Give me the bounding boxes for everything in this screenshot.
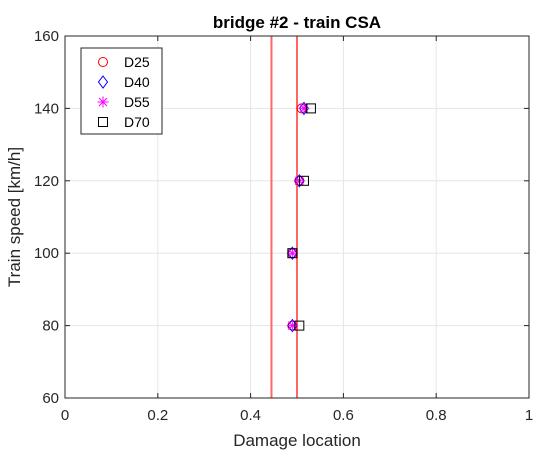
data-point-d55 <box>298 102 310 114</box>
data-point-d55 <box>286 320 298 332</box>
x-tick-label: 0.4 <box>240 407 261 424</box>
y-tick-label: 160 <box>34 28 59 45</box>
data-point-d70 <box>294 320 305 331</box>
y-tick-label: 100 <box>34 245 59 262</box>
data-point-d70 <box>298 175 309 186</box>
legend-marker-d40 <box>97 75 109 89</box>
x-tick-label: 0.6 <box>333 407 354 424</box>
legend-label: D70 <box>124 114 150 130</box>
series-d70 <box>287 103 316 331</box>
legend-entry: D25 <box>98 54 150 70</box>
chart-title: bridge #2 - train CSA <box>213 13 381 32</box>
reference-lines <box>270 36 298 398</box>
legend-label: D40 <box>124 74 150 90</box>
legend-entry: D70 <box>98 114 150 130</box>
y-tick-label: 120 <box>34 173 59 190</box>
legend-marker-d55 <box>97 96 109 108</box>
series-d55 <box>286 102 310 332</box>
legend-label: D25 <box>124 54 150 70</box>
x-tick-label: 0.8 <box>426 407 447 424</box>
legend-marker-d25 <box>98 57 108 67</box>
x-tick-label: 0.2 <box>147 407 168 424</box>
data-point-d40 <box>287 318 298 333</box>
data-point-d40 <box>294 173 305 188</box>
data-point-d70 <box>305 103 316 114</box>
legend-entry: D40 <box>97 74 150 90</box>
y-axis-label: Train speed [km/h] <box>5 147 24 287</box>
series-d40 <box>287 101 310 333</box>
data-point-d40 <box>287 246 298 261</box>
data-markers <box>286 101 316 333</box>
data-point-d40 <box>298 101 310 116</box>
data-point-d70 <box>287 248 298 259</box>
legend-box <box>80 47 163 135</box>
y-tick-label: 80 <box>42 318 59 335</box>
y-tick-label: 140 <box>34 100 59 117</box>
x-tick-label: 0 <box>61 407 69 424</box>
legend: D25 D40 D55 D70 <box>80 47 163 135</box>
x-axis-label: Damage location <box>233 431 361 450</box>
data-point-d55 <box>286 247 298 259</box>
legend-label: D55 <box>124 94 150 110</box>
plot-area-frame <box>64 35 530 399</box>
legend-marker-d70 <box>98 117 108 127</box>
y-tick-label: 60 <box>42 390 59 407</box>
legend-entry: D55 <box>97 94 150 110</box>
x-tick-label: 1 <box>525 407 533 424</box>
